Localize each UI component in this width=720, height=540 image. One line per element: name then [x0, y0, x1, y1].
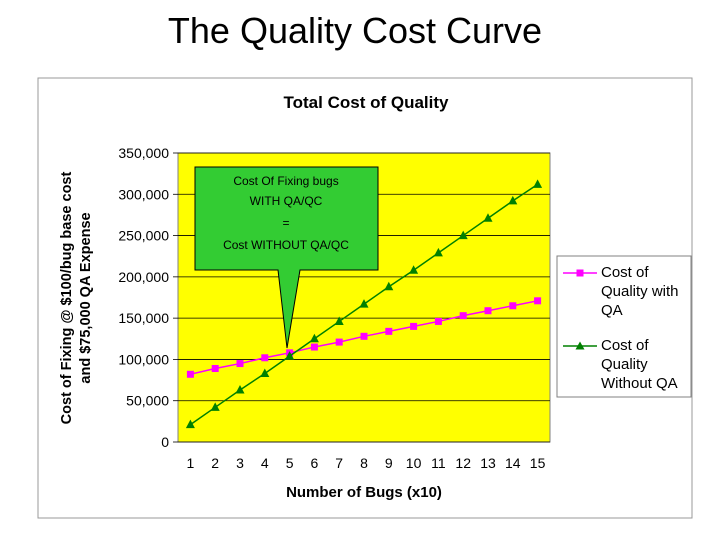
- legend-marker-with-qa: [576, 269, 584, 277]
- data-point: [533, 179, 543, 188]
- x-tick-label: 13: [480, 455, 496, 471]
- data-point: [509, 302, 517, 310]
- data-point: [309, 333, 319, 343]
- y-axis-label-line2: and $75,000 QA Expense: [78, 212, 94, 383]
- data-point: [434, 317, 442, 325]
- data-point: [285, 351, 295, 360]
- y-tick-label: 200,000: [118, 269, 169, 285]
- y-tick-label: 100,000: [118, 351, 169, 367]
- y-axis-label-line1: Cost of Fixing @ $100/bug base cost: [59, 172, 75, 425]
- x-tick-label: 14: [505, 455, 521, 471]
- x-tick-label: 4: [261, 455, 269, 471]
- data-point: [534, 297, 542, 305]
- data-point: [459, 312, 467, 320]
- y-tick-labels: 0 50,000 100,000 150,000 200,000 250,000 300,0…: [118, 145, 169, 450]
- x-tick-label: 2: [211, 455, 219, 471]
- data-point: [260, 368, 270, 377]
- series: [185, 179, 543, 429]
- data-point: [334, 316, 344, 325]
- series-without-qa: [185, 179, 543, 429]
- x-tick-label: 10: [406, 455, 422, 471]
- x-tick-label: 9: [385, 455, 393, 471]
- y-tick-label: 150,000: [118, 310, 169, 326]
- legend-entry-with-qa: Cost of Quality with QA: [563, 264, 679, 319]
- data-point: [186, 370, 194, 378]
- data-point: [433, 247, 443, 257]
- y-tick-label: 300,000: [118, 186, 169, 202]
- data-point: [236, 360, 244, 368]
- x-tick-label: 7: [335, 455, 343, 471]
- callout-line-1: Cost Of Fixing bugs: [233, 174, 338, 188]
- data-point: [310, 343, 318, 351]
- callout-line-3: =: [282, 216, 289, 230]
- callout-line-4: Cost WITHOUT QA/QC: [223, 238, 349, 252]
- data-point: [508, 195, 518, 205]
- data-point: [261, 354, 269, 362]
- callout-line-2: WITH QA/QC: [250, 194, 323, 208]
- data-point: [235, 384, 245, 394]
- x-tick-label: 12: [455, 455, 471, 471]
- data-point: [483, 213, 493, 222]
- legend-label-without-qa-3: Without QA: [601, 375, 678, 392]
- x-tick-label: 3: [236, 455, 244, 471]
- x-tick-label: 6: [311, 455, 319, 471]
- chart-title: Total Cost of Quality: [284, 93, 450, 112]
- data-point: [384, 281, 394, 291]
- x-tick-label: 5: [286, 455, 294, 471]
- data-point: [359, 299, 369, 308]
- data-point: [360, 332, 368, 340]
- y-tick-label: 250,000: [118, 228, 169, 244]
- slide-title: The Quality Cost Curve: [167, 10, 543, 51]
- data-point: [185, 419, 195, 429]
- data-point: [335, 338, 343, 346]
- x-tick-labels: 1 2 3 4 5 6 7 8 9 10 11 12 13 14 15: [187, 455, 546, 471]
- legend-label-without-qa-1: Cost of: [601, 337, 649, 354]
- data-point: [458, 230, 468, 240]
- y-tick-label: 0: [161, 434, 169, 450]
- y-tick-label: 50,000: [126, 393, 169, 409]
- callout-box: [194, 166, 379, 349]
- legend-label-with-qa-1: Cost of: [601, 264, 649, 281]
- legend-label-without-qa-2: Quality: [601, 356, 648, 373]
- data-point: [211, 365, 219, 373]
- data-point: [484, 307, 492, 315]
- x-tick-label: 11: [431, 455, 446, 471]
- legend-marker-without-qa: [575, 341, 585, 350]
- data-point: [385, 327, 393, 335]
- data-point: [410, 322, 418, 330]
- legend-label-with-qa-2: Quality with: [601, 283, 679, 300]
- legend-box: [556, 255, 692, 398]
- legend-entry-without-qa: Cost of Quality Without QA: [563, 337, 678, 392]
- x-axis-label: Number of Bugs (x10): [286, 484, 442, 501]
- data-point: [409, 265, 419, 274]
- x-tick-label: 8: [360, 455, 368, 471]
- x-tick-label: 15: [530, 455, 546, 471]
- legend-label-with-qa-3: QA: [601, 302, 623, 319]
- y-tick-label: 350,000: [118, 145, 169, 161]
- x-tick-label: 1: [187, 455, 195, 471]
- data-point: [210, 402, 220, 411]
